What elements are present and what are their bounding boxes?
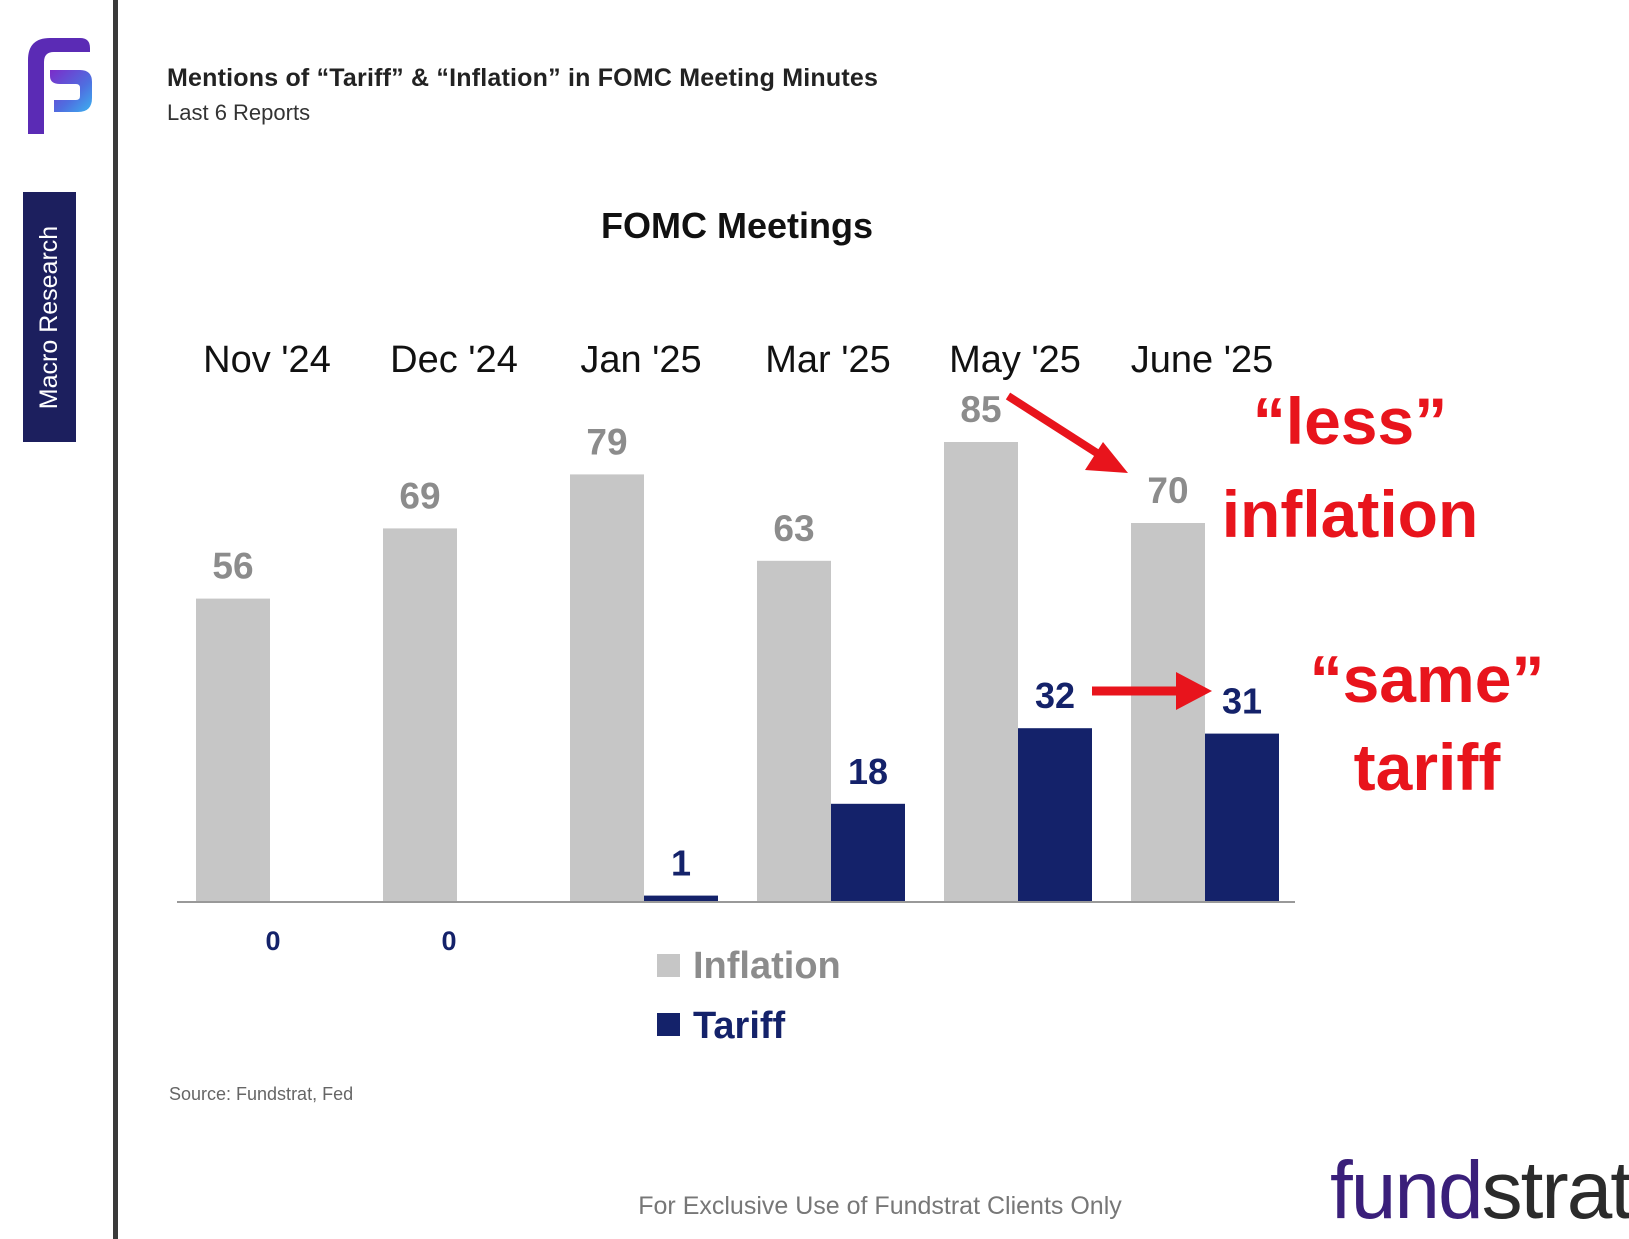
category-label: Dec '24: [390, 339, 518, 381]
category-label: Mar '25: [765, 339, 891, 381]
inflation-bar: [383, 528, 457, 901]
category-label: June '25: [1131, 339, 1273, 381]
tariff-data-label: 0: [441, 926, 456, 956]
fundstrat-wordmark: fundstrat: [1330, 1150, 1629, 1232]
tariff-data-label: 32: [1035, 675, 1075, 716]
sidebar: Macro Research: [0, 0, 116, 1239]
inflation-data-label: 56: [212, 546, 253, 587]
category-label: Nov '24: [203, 339, 331, 381]
chart-title: FOMC Meetings: [601, 205, 873, 246]
legend-label-tariff: Tariff: [693, 1005, 786, 1047]
slide-subtitle: Last 6 Reports: [167, 100, 311, 125]
tariff-data-label: 1: [671, 843, 691, 884]
arrow-less-shaft: [1005, 392, 1103, 459]
inflation-bar: [196, 598, 270, 901]
tariff-bar: [1205, 733, 1279, 901]
fundstrat-logo-icon: [28, 38, 92, 134]
inflation-bar: [570, 474, 644, 901]
legend-label-inflation: Inflation: [693, 945, 841, 987]
annotation-less-line1: “less”: [1253, 384, 1447, 458]
slide-title: Mentions of “Tariff” & “Inflation” in FO…: [167, 64, 879, 92]
source-note: Source: Fundstrat, Fed: [169, 1084, 354, 1104]
inflation-data-label: 79: [586, 421, 627, 462]
inflation-data-label: 70: [1147, 470, 1188, 511]
tariff-bar: [831, 803, 905, 901]
brand-part2: strat: [1481, 1145, 1629, 1236]
legend-swatch-inflation: [657, 954, 680, 977]
tariff-data-label: 31: [1222, 681, 1262, 722]
annotation-same-line2: tariff: [1354, 730, 1502, 804]
inflation-data-label: 63: [773, 508, 814, 549]
inflation-data-label: 85: [960, 389, 1001, 430]
brand-part1: fund: [1330, 1145, 1484, 1236]
legend-swatch-tariff: [657, 1013, 680, 1036]
annotation-same-line1: “same”: [1310, 642, 1545, 716]
arrow-same-head: [1176, 672, 1212, 710]
inflation-data-label: 69: [399, 475, 440, 516]
inflation-bar: [944, 442, 1018, 901]
tariff-bar: [1018, 728, 1092, 901]
annotation-less-line2: inflation: [1222, 477, 1479, 551]
sidebar-divider: [113, 0, 118, 1239]
tariff-data-label: 18: [848, 751, 888, 792]
footer-disclaimer: For Exclusive Use of Fundstrat Clients O…: [638, 1192, 1122, 1220]
inflation-bar: [1131, 523, 1205, 901]
category-label: Jan '25: [580, 339, 701, 381]
inflation-bar: [757, 560, 831, 901]
macro-research-tab: Macro Research: [23, 192, 76, 442]
arrow-less-head: [1085, 442, 1128, 473]
category-label: May '25: [949, 339, 1081, 381]
tariff-bar: [644, 895, 718, 901]
tariff-data-label: 0: [265, 926, 280, 956]
